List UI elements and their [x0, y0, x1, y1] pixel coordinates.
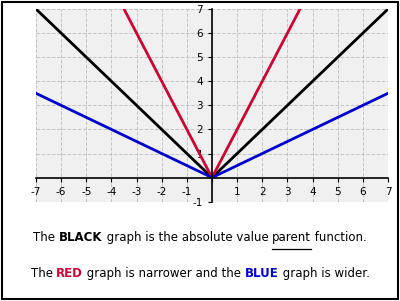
Text: RED: RED [56, 267, 83, 281]
Text: graph is narrower and the: graph is narrower and the [83, 267, 245, 281]
Text: parent: parent [272, 231, 311, 244]
Text: graph is the absolute value: graph is the absolute value [102, 231, 272, 244]
Text: BLACK: BLACK [59, 231, 102, 244]
Text: graph is wider.: graph is wider. [279, 267, 370, 281]
Text: The: The [30, 267, 56, 281]
Text: BLUE: BLUE [245, 267, 279, 281]
Text: The: The [33, 231, 59, 244]
Text: function.: function. [311, 231, 367, 244]
